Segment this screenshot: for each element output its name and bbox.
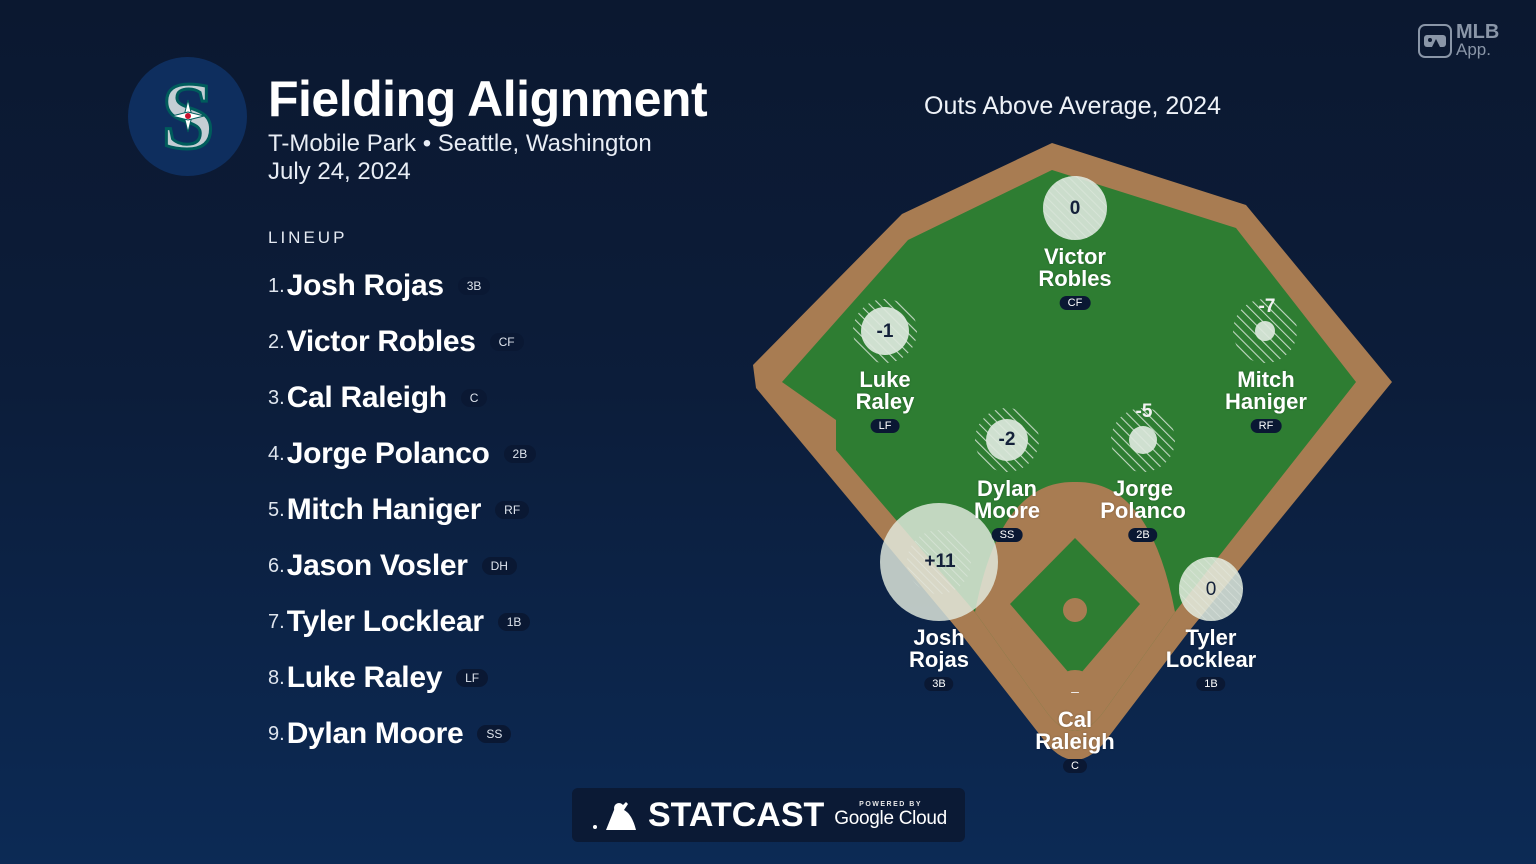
batting-order: 6.	[268, 554, 285, 577]
oaa-circle-lf	[861, 307, 909, 355]
lineup-header: LINEUP	[268, 228, 348, 247]
mariners-logo-icon: S	[159, 72, 215, 162]
game-date: July 24, 2024	[268, 158, 411, 185]
position-badge: C	[460, 389, 488, 407]
oaa-circle-2b	[1129, 426, 1157, 454]
position-badge: 3B	[457, 277, 491, 295]
field-player-ss: Dylan Moore	[974, 476, 1040, 523]
oaa-value-c: –	[1071, 683, 1079, 699]
field-player-cf: Victor Robles	[1038, 244, 1112, 291]
lineup-item: 6. Jason Vosler DH	[268, 538, 536, 594]
field-pos-1b: 1B	[1196, 677, 1226, 691]
player-name: Jorge Polanco	[286, 437, 490, 470]
oaa-value-ss: -2	[998, 429, 1016, 450]
oaa-circle-rf	[1255, 321, 1275, 341]
player-name: Victor Robles	[286, 325, 476, 358]
lineup-item: 7. Tyler Locklear 1B	[268, 594, 536, 650]
player-name: Josh Rojas	[286, 269, 444, 302]
player-name: Luke Raley	[286, 661, 443, 694]
mlb-app-text: MLB App.	[1456, 21, 1500, 59]
pitchers-mound	[1063, 598, 1087, 622]
lineup-list: 1. Josh Rojas 3B 2. Victor Robles CF 3. Cal R…	[268, 258, 537, 762]
outfield-grass	[782, 170, 1356, 731]
position-badge: DH	[481, 557, 517, 575]
lineup-item: 2. Victor Robles CF	[268, 314, 536, 370]
batting-order: 2.	[268, 330, 285, 353]
mlb-app-badge: MLB App.	[1418, 21, 1500, 59]
powered-by-google-cloud: POWERED BY Google Cloud	[834, 800, 947, 829]
oaa-value-3b: +11	[924, 551, 956, 572]
batting-order: 5.	[268, 498, 285, 521]
player-name: Tyler Locklear	[286, 605, 484, 638]
player-name: Mitch Haniger	[286, 493, 482, 526]
field-pos-ss: SS	[991, 528, 1023, 542]
batting-order: 3.	[268, 386, 285, 409]
chart-title: Outs Above Average, 2024	[924, 92, 1221, 120]
field-player-lf: Luke Raley	[855, 367, 915, 414]
page-title: Fielding Alignment	[268, 71, 708, 127]
oaa-value-cf: 0	[1069, 198, 1081, 219]
field-pos-3b: 3B	[924, 677, 954, 691]
position-badge: 1B	[497, 613, 531, 631]
statcast-banner: STATCAST POWERED BY Google Cloud	[572, 788, 965, 842]
oaa-value-lf: -1	[876, 321, 894, 342]
lineup-item: 9. Dylan Moore SS	[268, 706, 536, 762]
position-badge: LF	[456, 669, 489, 687]
field-player-rf: Mitch Haniger	[1225, 367, 1307, 414]
lineup-item: 1. Josh Rojas 3B	[268, 258, 536, 314]
game-info: T-Mobile Park • Seattle, Washington July…	[268, 130, 652, 186]
field-pos-rf: RF	[1250, 419, 1282, 433]
home-plate-area	[1053, 670, 1097, 714]
lineup-item: 8. Luke Raley LF	[268, 650, 536, 706]
statcast-wordmark: STATCAST	[648, 795, 825, 834]
oaa-hatch-3b	[907, 530, 971, 594]
position-badge: 2B	[503, 445, 537, 463]
batting-order: 4.	[268, 442, 285, 465]
oaa-value-1b: 0	[1205, 579, 1217, 600]
player-name: Cal Raleigh	[286, 381, 447, 414]
field-player-3b: Josh Rojas	[909, 625, 969, 672]
lineup-item: 5. Mitch Haniger RF	[268, 482, 536, 538]
batting-order: 8.	[268, 666, 285, 689]
mlb-logo-icon	[1418, 24, 1452, 58]
position-badge: CF	[489, 333, 524, 351]
team-logo: S	[128, 57, 247, 176]
mlb-batter-logo-icon	[593, 802, 636, 830]
lineup-item: 3. Cal Raleigh C	[268, 370, 536, 426]
batting-order: 1.	[268, 274, 285, 297]
venue: T-Mobile Park • Seattle, Washington	[268, 130, 652, 157]
lineup-item: 4. Jorge Polanco 2B	[268, 426, 537, 482]
oaa-value-rf: -7	[1258, 296, 1276, 317]
oaa-value-2b: -5	[1135, 401, 1153, 422]
position-badge: SS	[477, 725, 512, 743]
oaa-circle-ss	[986, 419, 1028, 461]
player-name: Jason Vosler	[286, 549, 468, 582]
field-player-2b: Jorge Polanco	[1100, 476, 1186, 523]
batting-order: 9.	[268, 722, 285, 745]
position-badge: RF	[495, 501, 530, 519]
player-name: Dylan Moore	[286, 717, 464, 750]
field-player-c: Cal Raleigh	[1035, 707, 1115, 754]
field-pos-c: C	[1063, 759, 1087, 773]
field-pos-2b: 2B	[1128, 528, 1158, 542]
field-pos-cf: CF	[1059, 296, 1091, 310]
field-player-1b: Tyler Locklear	[1165, 625, 1257, 672]
field-pos-lf: LF	[870, 419, 900, 433]
batting-order: 7.	[268, 610, 285, 633]
